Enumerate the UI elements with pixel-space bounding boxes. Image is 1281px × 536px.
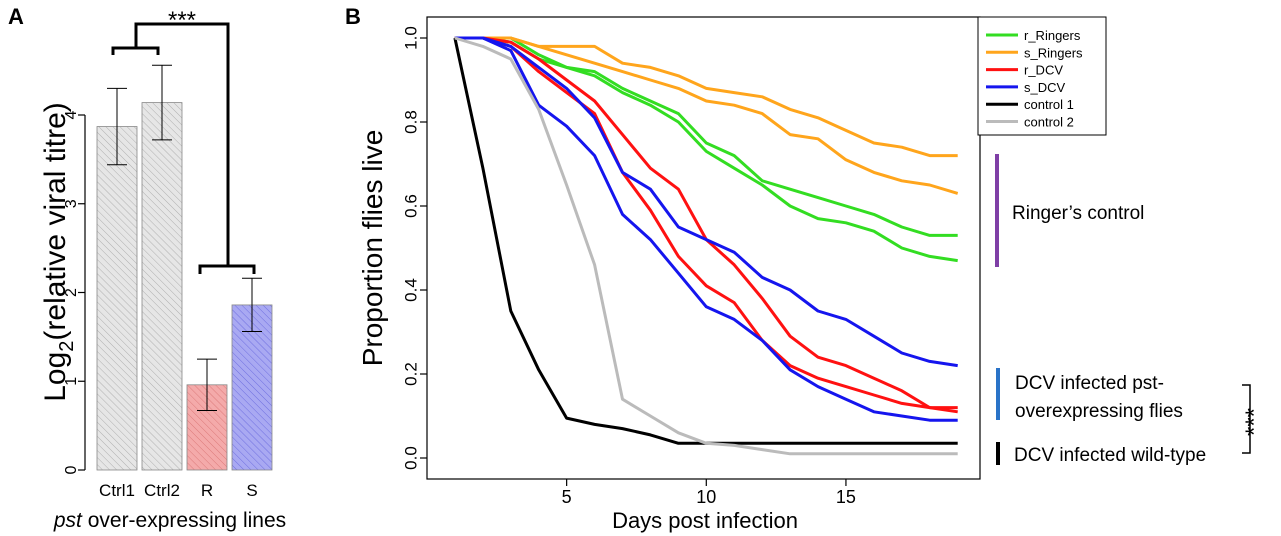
panel-b-x-axis: 5 10 15	[562, 479, 856, 507]
panel-b-significance: ***	[1241, 408, 1268, 436]
significance-bracket-b	[1242, 384, 1251, 454]
y-tick-label: 0.4	[401, 278, 420, 302]
panel-a-ylabel: Log2(relative viral titre)	[39, 102, 78, 402]
y-tick-label: 1.0	[401, 26, 420, 50]
y-tick-label: 0.6	[401, 194, 420, 218]
panel-b-xlabel: Days post infection	[612, 508, 798, 533]
series-line-r_dcv	[454, 36, 958, 414]
legend-label: control 1	[1024, 97, 1074, 112]
bar-s	[231, 304, 273, 471]
panel-a-error-bars	[107, 64, 262, 412]
panel-b-line-chart: Proportion flies live Days post infectio…	[357, 16, 1268, 533]
x-tick-label: 15	[836, 487, 856, 507]
plot-frame	[426, 16, 981, 480]
wt-label: DCV infected wild-type	[1014, 445, 1206, 466]
series-line-s_dcv	[454, 36, 958, 422]
panel-b-letter: B	[345, 4, 361, 29]
panel-a-bar-chart: Log2(relative viral titre) pst over-expr…	[39, 7, 286, 532]
x-tick-label: 5	[562, 487, 572, 507]
panel-a-bars	[96, 102, 273, 471]
x-tick-label: 10	[696, 487, 716, 507]
legend-label: s_DCV	[1024, 80, 1066, 95]
pst-label-line1: DCV infected pst-	[1015, 373, 1164, 394]
series-line-s_ringers	[454, 36, 959, 195]
series-line-r_ringers	[454, 36, 958, 263]
panel-b-ylabel: Proportion flies live	[357, 130, 388, 367]
y-tick-label: 3	[63, 199, 80, 208]
xlabel-rest: over-expressing lines	[82, 509, 286, 532]
y-tick-label: 2	[63, 288, 80, 297]
significance-bracket	[111, 22, 256, 274]
y-tick-label: 0.8	[401, 110, 420, 134]
panel-a-letter: A	[8, 4, 24, 29]
legend-label: r_DCV	[1024, 63, 1063, 78]
y-tick-label: 4	[63, 110, 80, 119]
bracket-overexpressing	[198, 264, 256, 274]
panel-b-series	[453, 36, 959, 456]
ylabel-suffix: (relative viral titre)	[39, 102, 72, 340]
y-tick-label: 0	[63, 465, 80, 474]
y-tick-label: 0.0	[401, 446, 420, 470]
legend-label: s_Ringers	[1024, 45, 1083, 60]
category-label: Ctrl1	[99, 481, 135, 500]
y-tick-label: 1	[63, 377, 80, 386]
category-label: Ctrl2	[144, 481, 180, 500]
bracket-controls	[111, 46, 160, 55]
ylabel-prefix: Log	[39, 352, 72, 402]
category-label: R	[201, 481, 213, 500]
category-label: S	[246, 481, 257, 500]
legend-box	[977, 16, 1107, 136]
bar-ctrl1	[96, 126, 138, 471]
bar-ctrl2	[141, 102, 183, 471]
bracket-connector	[134, 22, 230, 266]
legend-label: control 2	[1024, 115, 1074, 130]
panel-a-category-labels: Ctrl1 Ctrl2 R S	[99, 481, 258, 500]
panel-a-y-axis: 0 1 2 3 4	[63, 110, 86, 474]
series-line-s_dcv	[454, 36, 958, 368]
series-line-control-2	[454, 36, 958, 456]
xlabel-italic: pst	[53, 509, 83, 532]
legend-label: r_Ringers	[1024, 28, 1081, 43]
panel-a-significance: ***	[168, 7, 196, 34]
ylabel-subscript: 2	[56, 341, 78, 352]
series-line-r_ringers	[454, 36, 958, 237]
panel-a-xlabel: pst over-expressing lines	[53, 509, 286, 532]
panel-b-y-axis: 0.0 0.2 0.4 0.6 0.8 1.0	[401, 26, 427, 470]
pst-label-line2: overexpressing flies	[1015, 401, 1183, 422]
y-tick-label: 0.2	[401, 362, 420, 386]
ringer-label: Ringer’s control	[1012, 203, 1144, 224]
